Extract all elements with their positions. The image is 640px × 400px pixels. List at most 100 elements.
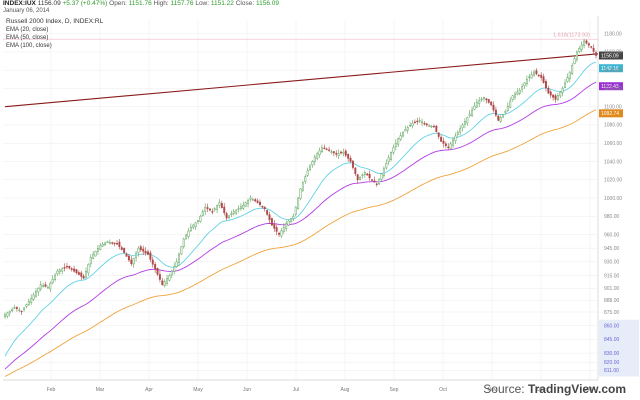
candle bbox=[175, 258, 178, 268]
candle-body bbox=[8, 310, 11, 314]
candle-body bbox=[509, 100, 512, 108]
candle bbox=[411, 120, 414, 129]
candle-body bbox=[411, 122, 414, 127]
candle-body bbox=[561, 88, 564, 93]
candle-body bbox=[459, 128, 462, 133]
candle bbox=[228, 214, 230, 220]
candle bbox=[452, 137, 454, 149]
candle bbox=[273, 219, 276, 232]
candle-body bbox=[173, 266, 176, 272]
candle-body bbox=[547, 87, 550, 94]
candle-body bbox=[44, 284, 47, 287]
candle bbox=[309, 163, 311, 172]
candle-body bbox=[504, 111, 507, 113]
candle-body bbox=[382, 168, 385, 176]
candle bbox=[182, 237, 185, 249]
candle bbox=[11, 307, 14, 313]
bar-date: January 06, 2014 bbox=[3, 8, 50, 14]
candle-body bbox=[192, 224, 195, 228]
candle bbox=[514, 91, 516, 100]
candle-body bbox=[197, 220, 199, 222]
candle-body bbox=[218, 202, 221, 206]
fib-annotation: 1.618(1173.93) bbox=[553, 33, 590, 39]
candle-body bbox=[402, 132, 404, 137]
candle bbox=[316, 151, 319, 161]
candle bbox=[349, 155, 352, 164]
candle-body bbox=[387, 157, 390, 163]
candle bbox=[230, 210, 233, 218]
candle-body bbox=[125, 253, 128, 257]
candle bbox=[540, 72, 543, 81]
candle-body bbox=[292, 215, 295, 219]
x-tick-label: May bbox=[193, 387, 203, 393]
legend-ema100[interactable]: EMA (100, close) bbox=[6, 43, 52, 49]
source-brand[interactable]: TradingView.com bbox=[527, 382, 626, 396]
candle bbox=[285, 220, 288, 232]
candle-body bbox=[354, 167, 357, 174]
candle bbox=[337, 149, 340, 160]
candle bbox=[535, 68, 538, 76]
candle-body bbox=[423, 123, 426, 125]
legend-ema20[interactable]: EMA (20, close) bbox=[6, 27, 49, 33]
candle-body bbox=[494, 109, 497, 116]
candle bbox=[568, 71, 571, 83]
candle-body bbox=[270, 218, 273, 226]
candle bbox=[449, 141, 452, 150]
candle-body bbox=[247, 200, 250, 204]
candle-body bbox=[132, 258, 135, 265]
candle bbox=[242, 201, 245, 211]
candle-body bbox=[263, 206, 266, 210]
candle-body bbox=[502, 114, 505, 118]
candle bbox=[566, 73, 569, 83]
candle bbox=[440, 134, 443, 143]
x-axis: Feb Mar Apr May Jun Jul Aug Sep Oct Nov Dec 2014 bbox=[47, 387, 596, 393]
candle-body bbox=[540, 74, 543, 78]
candle bbox=[75, 269, 78, 275]
candle-body bbox=[256, 200, 259, 203]
candle-body bbox=[280, 230, 283, 237]
y-tick-label: 945.00 bbox=[604, 246, 620, 252]
candle-body bbox=[485, 98, 488, 101]
candle bbox=[342, 148, 345, 157]
candle-body bbox=[368, 173, 371, 179]
candle bbox=[61, 267, 64, 275]
candle-body bbox=[25, 304, 28, 307]
series-title[interactable]: Russell 2000 Index, D, INDEX:RL bbox=[6, 18, 104, 25]
candle-body bbox=[242, 205, 245, 209]
y-tick-label: 845.00 bbox=[604, 337, 620, 343]
candle-body bbox=[58, 269, 61, 273]
candle bbox=[211, 208, 214, 215]
candle bbox=[580, 41, 583, 53]
candle bbox=[204, 203, 207, 216]
candle-body bbox=[297, 197, 300, 209]
candle bbox=[65, 263, 68, 270]
candle bbox=[292, 213, 295, 222]
candle-body bbox=[30, 298, 33, 303]
candle bbox=[366, 172, 369, 176]
candle-body bbox=[309, 165, 311, 170]
candle bbox=[313, 154, 316, 166]
candle bbox=[332, 151, 335, 157]
candle-body bbox=[568, 71, 571, 80]
symbol-label[interactable]: INDEX:IUX bbox=[3, 0, 36, 7]
candle bbox=[454, 132, 457, 145]
low-label: Low: bbox=[195, 0, 210, 7]
y-tick-label: 860.00 bbox=[604, 324, 620, 330]
candle bbox=[118, 238, 121, 250]
candle bbox=[82, 273, 85, 280]
price-tag-box bbox=[599, 51, 623, 60]
candle-body bbox=[587, 43, 590, 46]
candle-body bbox=[556, 95, 559, 100]
candle-body bbox=[147, 251, 149, 255]
candle-body bbox=[161, 280, 164, 285]
candle-body bbox=[199, 215, 202, 222]
candle bbox=[268, 211, 271, 224]
candle bbox=[125, 252, 128, 257]
candle-body bbox=[230, 213, 233, 215]
candle-body bbox=[537, 74, 540, 77]
candle bbox=[373, 176, 376, 183]
candle bbox=[166, 274, 169, 286]
candle-body bbox=[151, 259, 154, 265]
legend-ema50[interactable]: EMA (50, close) bbox=[6, 35, 49, 41]
